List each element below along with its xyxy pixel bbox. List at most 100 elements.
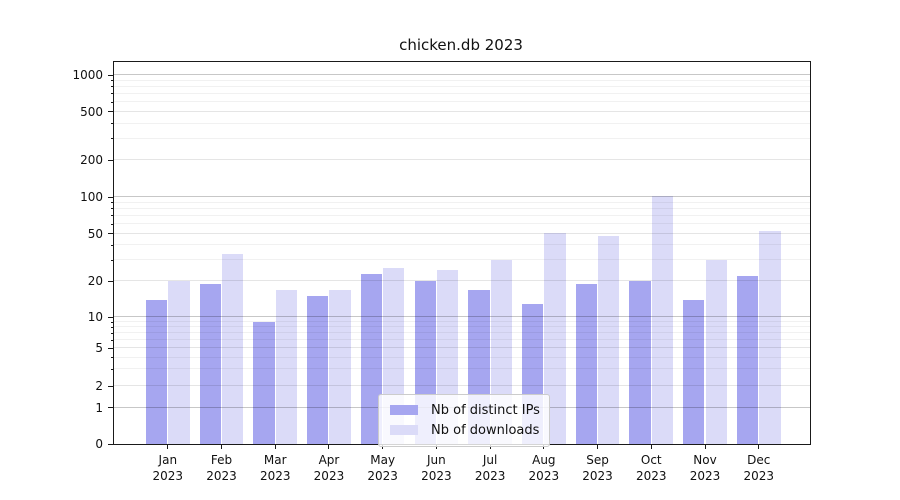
gridline bbox=[114, 74, 810, 75]
gridline bbox=[114, 385, 810, 386]
y-minor-tick-mark bbox=[110, 244, 114, 246]
legend-label-downloads: Nb of downloads bbox=[431, 422, 540, 438]
bar-downloads bbox=[544, 232, 566, 444]
y-tick-mark bbox=[108, 443, 113, 445]
bar-distinct-ips bbox=[307, 296, 329, 444]
y-minor-tick-mark bbox=[110, 86, 114, 88]
legend-swatch-distinct-ips bbox=[390, 405, 418, 415]
gridline bbox=[114, 321, 810, 322]
y-minor-tick-mark bbox=[110, 233, 114, 235]
legend-row-distinct-ips: Nb of distinct IPs bbox=[387, 400, 541, 420]
y-minor-tick-mark bbox=[110, 208, 114, 210]
gridline bbox=[114, 244, 810, 246]
y-minor-tick-mark bbox=[110, 259, 114, 261]
y-tick-mark bbox=[108, 196, 113, 198]
gridline bbox=[114, 232, 810, 234]
y-tick-label: 20 bbox=[87, 274, 103, 289]
y-minor-tick-mark bbox=[110, 138, 114, 140]
y-minor-tick-mark bbox=[110, 326, 114, 328]
y-minor-tick-mark bbox=[110, 332, 114, 334]
y-minor-tick-mark bbox=[110, 385, 114, 387]
x-tick-label: Dec 2023 bbox=[743, 453, 774, 483]
y-tick-label: 0 bbox=[95, 437, 103, 451]
x-tick-label: Jan 2023 bbox=[152, 453, 184, 483]
legend: Nb of distinct IPs Nb of downloads bbox=[378, 394, 550, 447]
bar-downloads bbox=[759, 230, 781, 444]
bar-downloads bbox=[275, 289, 298, 444]
x-tick-label: May 2023 bbox=[367, 453, 398, 483]
gridline bbox=[114, 122, 810, 124]
y-minor-tick-mark bbox=[110, 123, 114, 125]
gridline bbox=[114, 101, 810, 102]
y-tick-mark bbox=[108, 74, 113, 76]
y-tick-label: 1000 bbox=[72, 68, 103, 82]
gridline bbox=[114, 316, 810, 318]
y-minor-tick-mark bbox=[110, 80, 114, 82]
y-tick-label: 5 bbox=[95, 341, 103, 356]
gridline bbox=[114, 92, 810, 94]
bar-distinct-ips bbox=[575, 283, 598, 444]
legend-swatch-downloads bbox=[390, 425, 418, 435]
gridline bbox=[114, 214, 810, 216]
y-minor-tick-mark bbox=[110, 280, 114, 282]
gridline bbox=[114, 332, 810, 334]
gridline bbox=[114, 201, 810, 203]
y-minor-tick-mark bbox=[110, 93, 114, 95]
gridline bbox=[114, 356, 810, 358]
gridline bbox=[114, 339, 810, 341]
y-tick-mark bbox=[108, 407, 113, 409]
x-tick-label: Nov 2023 bbox=[689, 453, 721, 483]
bar-downloads bbox=[651, 196, 674, 444]
y-minor-tick-mark bbox=[110, 357, 114, 358]
y-minor-tick-mark bbox=[110, 321, 114, 323]
gridline bbox=[114, 137, 810, 139]
y-tick-label: 10 bbox=[87, 310, 103, 325]
x-tick-mark bbox=[274, 444, 276, 449]
x-tick-label: Aug 2023 bbox=[528, 453, 560, 483]
bar-distinct-ips bbox=[253, 322, 275, 444]
y-minor-tick-mark bbox=[110, 159, 114, 161]
bar-distinct-ips bbox=[683, 299, 705, 444]
x-tick-label: Jul 2023 bbox=[474, 453, 506, 483]
gridline bbox=[114, 110, 810, 112]
gridline bbox=[114, 347, 810, 349]
y-tick-label: 1 bbox=[95, 400, 103, 415]
legend-label-distinct-ips: Nb of distinct IPs bbox=[431, 402, 540, 418]
bar-downloads bbox=[168, 281, 190, 444]
y-minor-tick-mark bbox=[110, 339, 114, 341]
gridline bbox=[114, 207, 810, 209]
x-tick-mark bbox=[704, 444, 706, 449]
bar-distinct-ips bbox=[736, 276, 759, 444]
plot-area: Nb of distinct IPs Nb of downloads 0 1 2 5 1… bbox=[72, 61, 811, 483]
gridline bbox=[114, 259, 810, 261]
bar-downloads bbox=[705, 260, 727, 444]
y-minor-tick-mark bbox=[110, 202, 114, 204]
bar-distinct-ips bbox=[629, 281, 651, 444]
y-tick-label: 100 bbox=[80, 190, 103, 204]
x-tick-label: Sep 2023 bbox=[582, 453, 613, 483]
y-minor-tick-mark bbox=[110, 215, 114, 217]
x-tick-label: Feb 2023 bbox=[206, 453, 237, 483]
y-minor-tick-mark bbox=[110, 111, 114, 113]
y-tick-mark bbox=[108, 316, 113, 318]
x-tick-mark bbox=[650, 444, 652, 449]
y-tick-label: 50 bbox=[87, 226, 103, 241]
bar-distinct-ips bbox=[146, 299, 168, 444]
gridline bbox=[114, 223, 810, 225]
bar-downloads bbox=[222, 253, 244, 444]
chart-title: chicken.db 2023 bbox=[399, 36, 523, 54]
x-tick-mark bbox=[758, 444, 760, 449]
gridline bbox=[114, 326, 810, 328]
x-tick-label: Oct 2023 bbox=[635, 453, 667, 483]
gridline bbox=[114, 85, 810, 87]
y-tick-label: 200 bbox=[80, 153, 103, 168]
y-tick-label: 2 bbox=[95, 379, 103, 394]
y-minor-tick-mark bbox=[110, 223, 114, 225]
gridline bbox=[114, 79, 810, 81]
y-minor-tick-mark bbox=[110, 368, 114, 370]
y-minor-tick-mark bbox=[110, 347, 114, 349]
x-tick-label: Apr 2023 bbox=[313, 453, 345, 483]
y-minor-tick-mark bbox=[110, 101, 114, 103]
x-tick-label: Mar 2023 bbox=[259, 453, 291, 483]
